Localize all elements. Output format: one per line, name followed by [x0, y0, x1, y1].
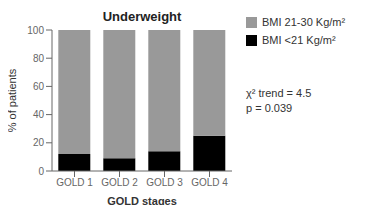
- html-text:χ² trend = 4.5: χ² trend = 4.5: [246, 87, 312, 99]
- svg-text:GOLD stages: GOLD stages: [107, 195, 177, 205]
- svg-text:0: 0: [38, 166, 44, 177]
- svg-text:40: 40: [33, 109, 45, 120]
- svg-text:GOLD 1: GOLD 1: [56, 177, 93, 188]
- html-text:BMI <21 Kg/m²: BMI <21 Kg/m²: [262, 34, 336, 46]
- svg-text:GOLD 3: GOLD 3: [146, 177, 183, 188]
- svg-text:100: 100: [27, 26, 44, 36]
- svg-text:80: 80: [33, 53, 45, 64]
- svg-text:GOLD 2: GOLD 2: [101, 177, 138, 188]
- svg-text:% of patients: % of patients: [8, 68, 18, 132]
- svg-text:60: 60: [33, 81, 45, 92]
- svg-text:20: 20: [33, 137, 45, 148]
- html-text:Underweight: Underweight: [102, 9, 182, 24]
- html-text:p = 0.039: p = 0.039: [246, 102, 293, 114]
- svg-text:GOLD 4: GOLD 4: [191, 177, 228, 188]
- html-text:BMI 21-30 Kg/m²: BMI 21-30 Kg/m²: [262, 16, 346, 28]
